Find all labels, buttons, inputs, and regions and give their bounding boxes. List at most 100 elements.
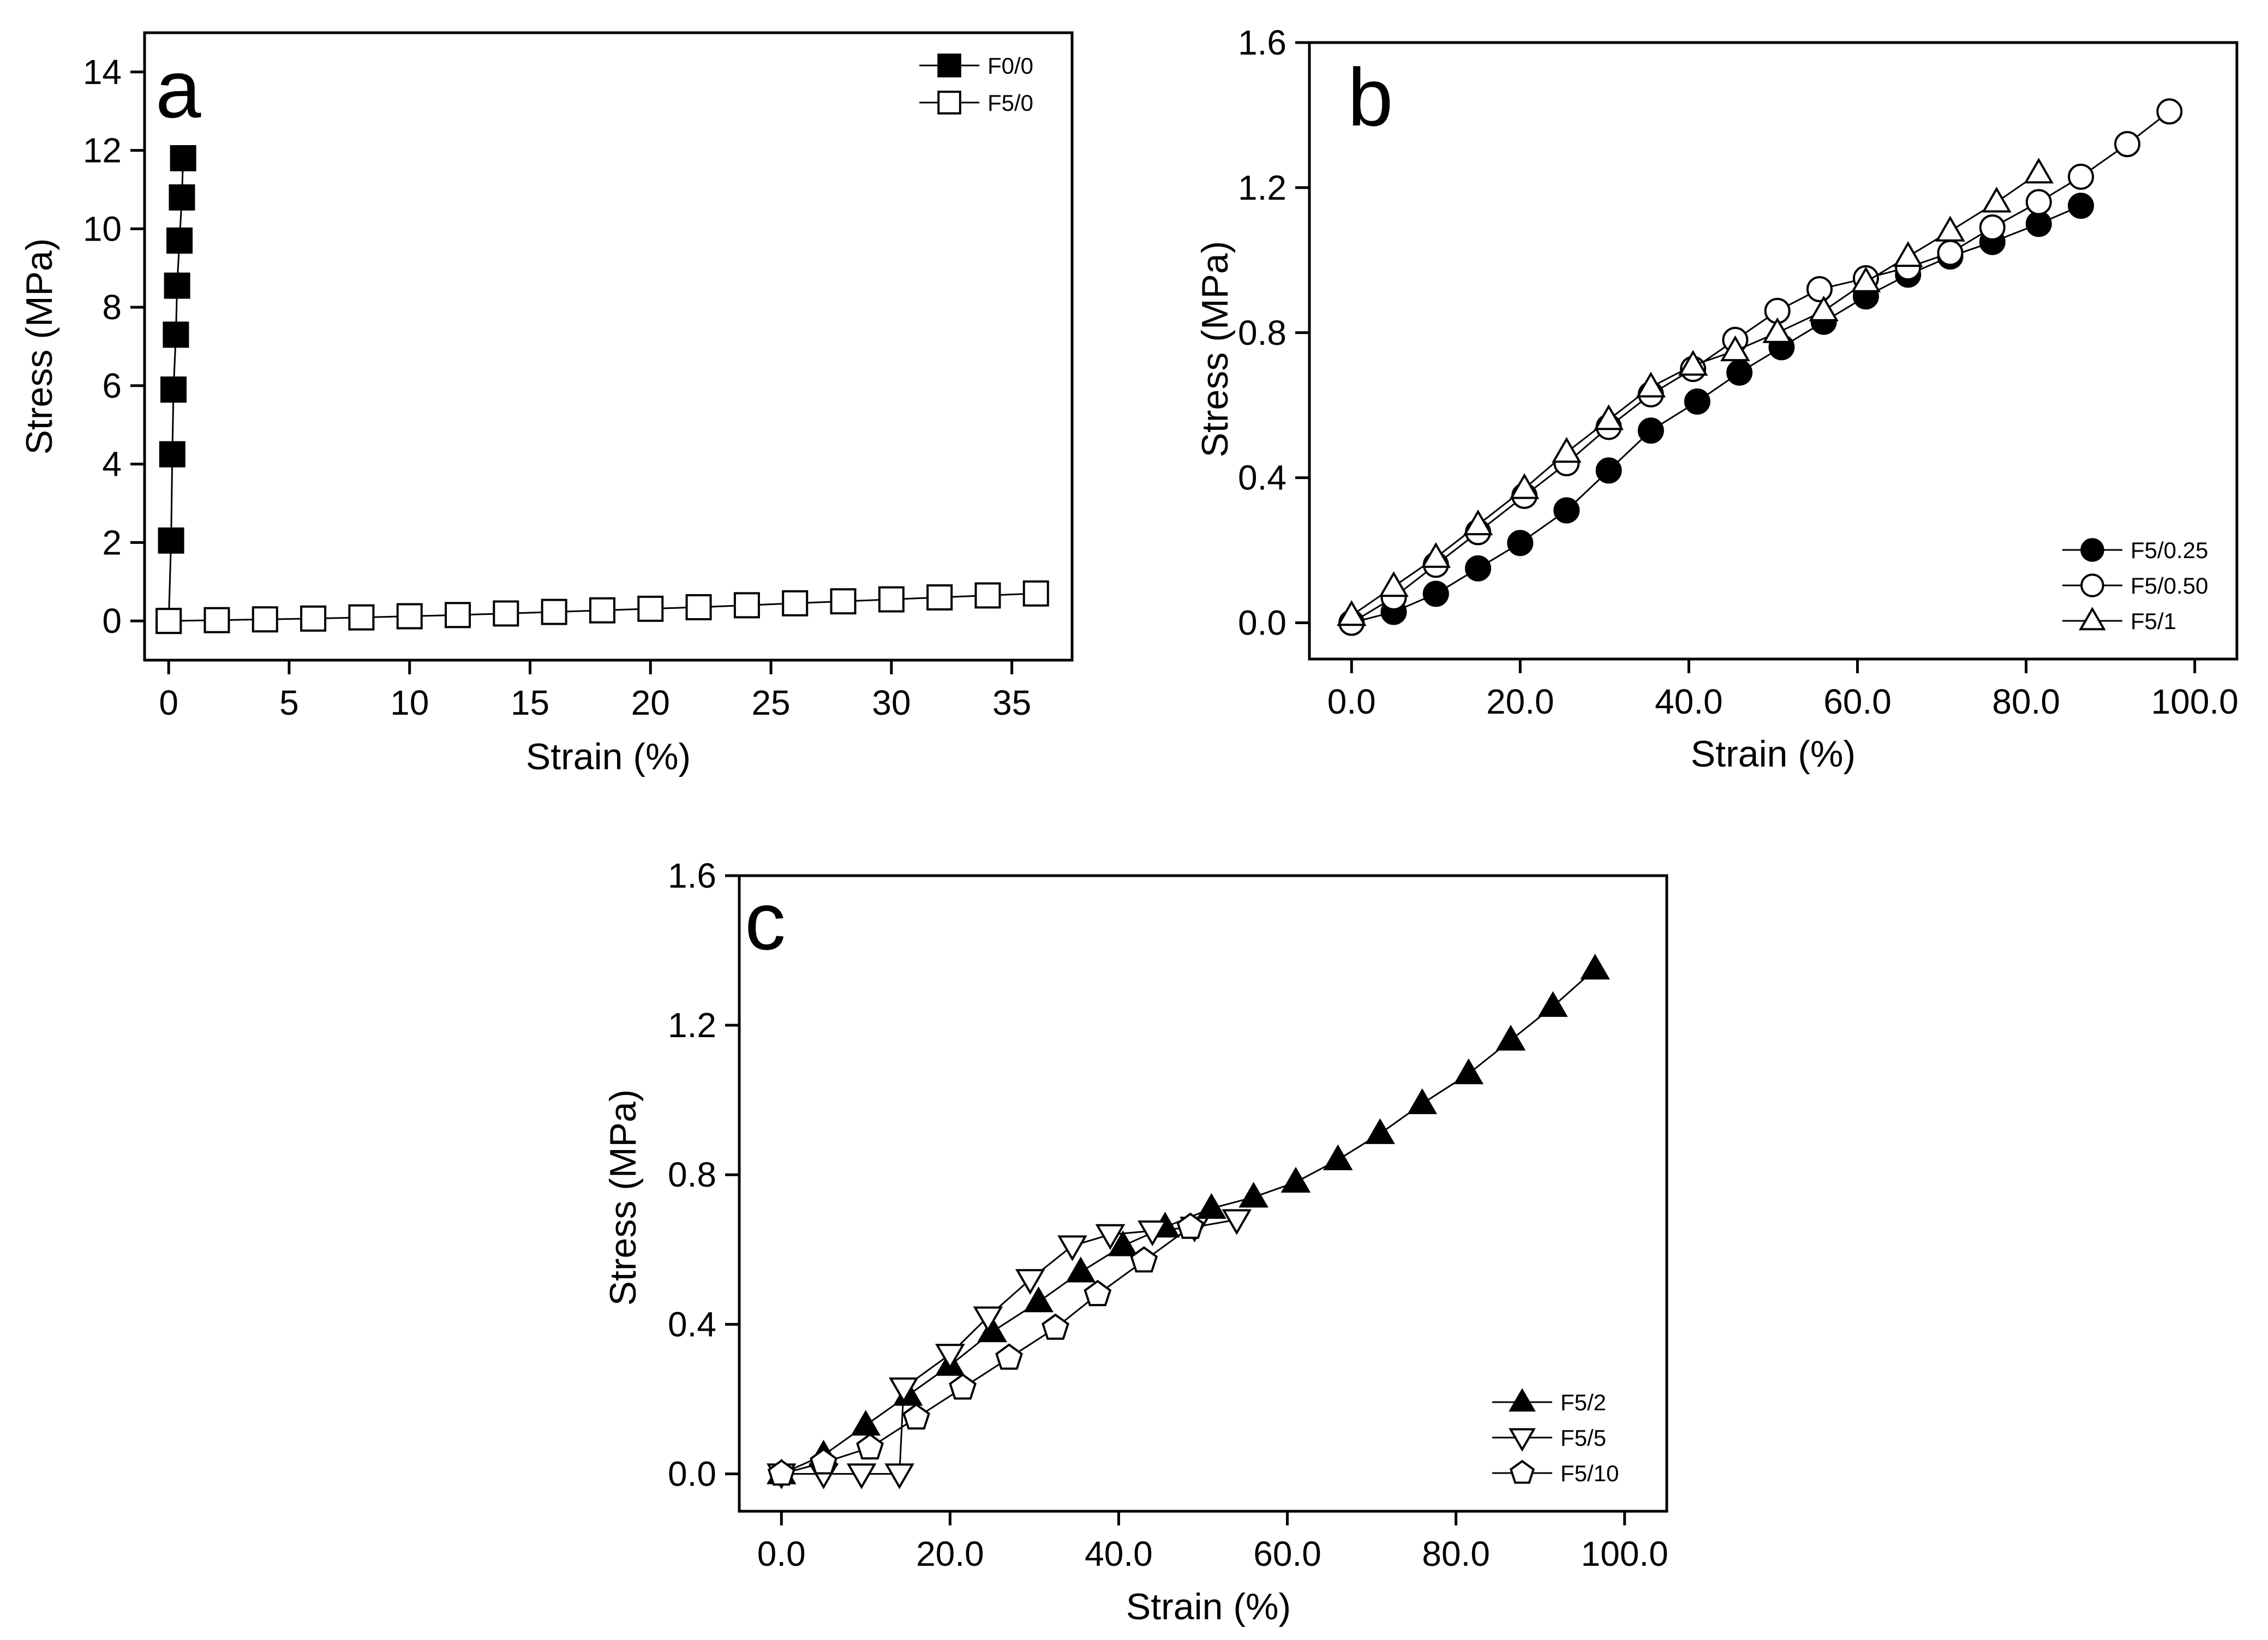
panel-c-marks xyxy=(767,954,1610,1489)
data-point xyxy=(1422,580,1449,607)
data-point xyxy=(973,1306,1003,1332)
panel-b-plot-frame xyxy=(1308,41,2239,661)
data-point xyxy=(856,1433,884,1460)
legend-label: F5/5 xyxy=(1560,1425,1606,1451)
data-point xyxy=(541,598,567,625)
x-tick-label: 60.0 xyxy=(1253,1534,1321,1573)
data-point xyxy=(1421,542,1451,568)
data-point xyxy=(1238,1182,1268,1208)
legend-item: F5/10 xyxy=(1492,1459,1619,1486)
panel-b-marks xyxy=(1337,98,2183,636)
data-point xyxy=(1323,1144,1353,1170)
panel-a-marks xyxy=(155,145,1049,635)
data-point xyxy=(159,441,185,468)
legend-item: F5/0 xyxy=(919,90,1033,116)
panel-a-legend: F0/0 F5/0 xyxy=(919,53,1033,116)
panel-a-y-axis-title: Stress (MPa) xyxy=(19,238,60,455)
data-point xyxy=(1636,372,1666,398)
data-point xyxy=(1130,1246,1158,1273)
data-point xyxy=(2068,163,2095,190)
data-point xyxy=(493,600,519,627)
legend-label: F5/2 xyxy=(1560,1390,1606,1415)
panel-a-x-axis-title: Strain (%) xyxy=(526,736,691,777)
data-point xyxy=(1762,317,1792,343)
panel-c-y-axis-title: Stress (MPa) xyxy=(602,1090,644,1306)
data-point xyxy=(1365,1118,1395,1144)
data-point xyxy=(1594,404,1624,430)
data-point xyxy=(1580,954,1610,980)
data-point xyxy=(1552,436,1582,463)
data-point xyxy=(2079,607,2106,631)
data-point xyxy=(158,527,184,554)
data-point xyxy=(937,53,961,77)
x-tick-label: 10 xyxy=(390,683,429,722)
data-point xyxy=(1553,497,1580,524)
data-point xyxy=(1982,187,2012,213)
x-tick-label: 40.0 xyxy=(1085,1534,1153,1573)
panel-a-letter: a xyxy=(155,43,201,135)
data-point xyxy=(782,590,809,617)
legend-item: F5/1 xyxy=(2062,607,2176,634)
panel-a-plot-frame xyxy=(143,31,1074,662)
panel-b-ticks: 0.0 20.0 40.0 60.0 80.0 100.0 0.0 0.4 0.8 1.2 1.6 xyxy=(1238,23,2239,721)
data-point xyxy=(1851,266,1881,292)
data-point xyxy=(160,376,187,403)
data-point xyxy=(2068,193,2095,219)
data-point xyxy=(1407,1088,1438,1115)
x-tick-label: 80.0 xyxy=(1422,1534,1490,1573)
data-point xyxy=(1463,509,1493,536)
data-point xyxy=(1935,216,1965,242)
data-point xyxy=(1979,214,2006,241)
y-tick-label: 2 xyxy=(102,523,122,562)
y-tick-label: 14 xyxy=(83,52,122,92)
x-tick-label: 20.0 xyxy=(916,1534,984,1573)
panel-b-y-axis-title: Stress (MPa) xyxy=(1194,241,1236,458)
data-point xyxy=(1057,1235,1087,1261)
legend-label: F5/0.50 xyxy=(2131,573,2208,598)
data-point xyxy=(396,603,423,630)
data-point xyxy=(1509,473,1540,499)
data-point xyxy=(1726,359,1753,386)
legend-swatch xyxy=(1492,1459,1552,1484)
data-point xyxy=(926,584,953,610)
data-point xyxy=(1379,571,1409,597)
legend-swatch xyxy=(1492,1388,1552,1412)
data-point xyxy=(1465,555,1492,582)
data-point xyxy=(1893,241,1923,267)
x-tick-label: 40.0 xyxy=(1655,682,1723,721)
data-point xyxy=(589,597,615,624)
x-tick-label: 20 xyxy=(631,683,670,722)
panel-a-ticks: 0 5 10 15 20 25 30 35 0 2 4 6 8 10 12 14 xyxy=(83,52,1031,722)
data-point xyxy=(977,1316,1007,1343)
y-tick-label: 0.0 xyxy=(1238,603,1286,643)
panel-c-plot-frame xyxy=(738,874,1668,1513)
data-point xyxy=(1720,335,1750,362)
panel-c-x-axis-title: Strain (%) xyxy=(1126,1586,1291,1627)
data-point xyxy=(1280,1166,1311,1193)
data-point xyxy=(170,145,196,171)
legend-label: F5/0.25 xyxy=(2131,537,2208,563)
data-point xyxy=(1507,530,1534,556)
data-point xyxy=(902,1403,930,1430)
data-point xyxy=(889,1377,919,1404)
data-point xyxy=(949,1373,977,1400)
series-line xyxy=(1351,205,2081,624)
data-point xyxy=(300,605,327,632)
x-tick-label: 0 xyxy=(159,683,178,722)
data-point xyxy=(2156,98,2183,125)
y-tick-label: 0 xyxy=(102,601,122,641)
legend-swatch xyxy=(1492,1428,1552,1452)
data-point xyxy=(155,608,182,635)
x-tick-label: 35 xyxy=(992,683,1031,722)
y-tick-label: 8 xyxy=(102,288,122,327)
y-tick-label: 0.8 xyxy=(668,1155,716,1194)
panel-c-ticks: 0.0 20.0 40.0 60.0 80.0 100.0 0.0 0.4 0.8 1.2 1.6 xyxy=(668,856,1668,1573)
panel-c: 0.0 20.0 40.0 60.0 80.0 100.00.00.40.81.21.6 … xyxy=(602,856,1668,1627)
data-point xyxy=(937,91,961,115)
x-tick-label: 100.0 xyxy=(2151,682,2239,721)
x-tick-label: 60.0 xyxy=(1823,682,1892,721)
x-tick-label: 30 xyxy=(872,683,911,722)
panel-c-legend: F5/2 F5/5 F5/10 xyxy=(1492,1388,1619,1486)
data-point xyxy=(204,607,230,633)
y-tick-label: 0.4 xyxy=(1238,458,1286,498)
